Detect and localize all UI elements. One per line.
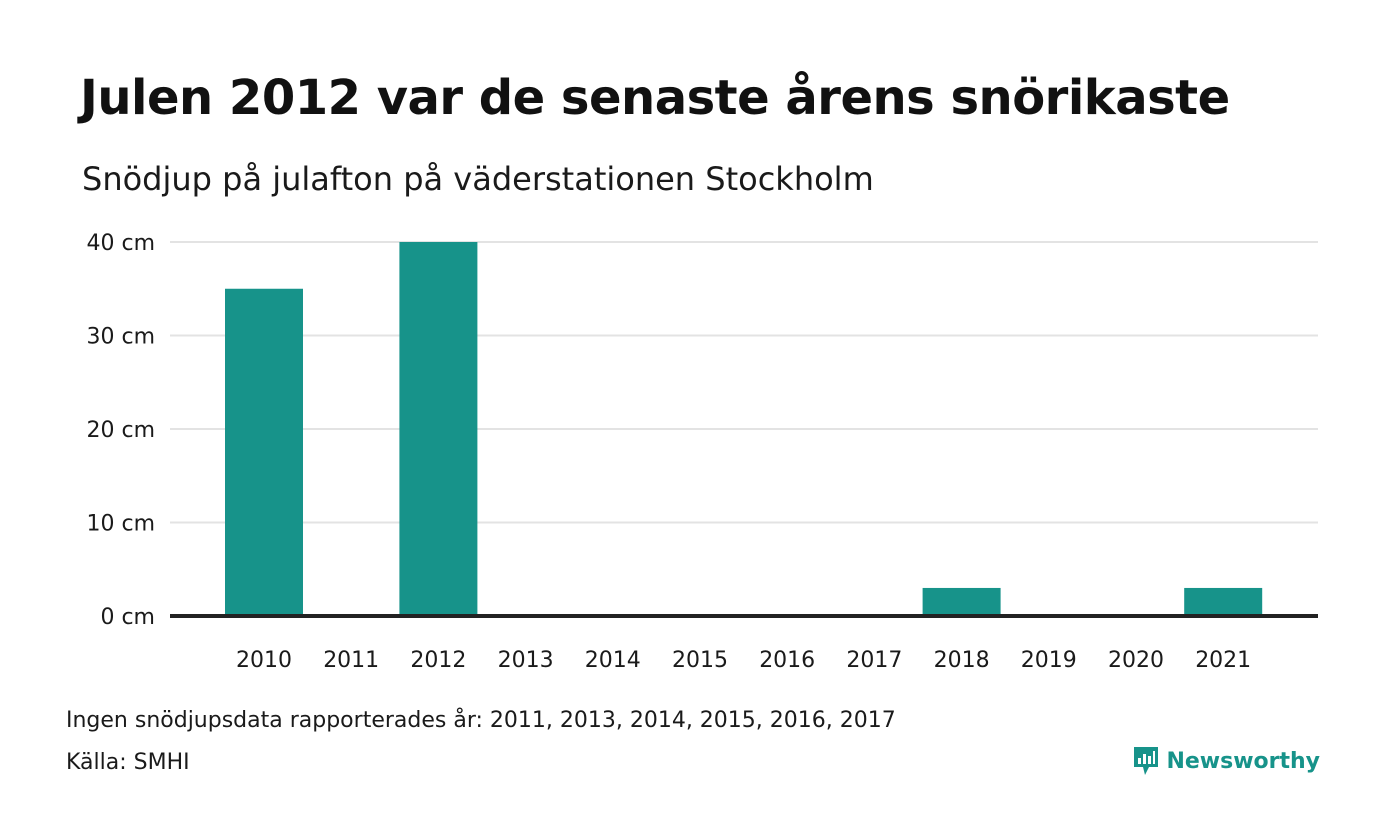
y-tick-label: 10 cm (86, 512, 155, 537)
newsworthy-logo-icon (1134, 747, 1159, 775)
x-tick-label: 2013 (498, 648, 554, 673)
y-tick-label: 40 cm (86, 231, 155, 256)
x-tick-label: 2014 (585, 648, 641, 673)
bar (922, 587, 1001, 616)
brand-name: Newsworthy (1166, 748, 1320, 774)
y-tick-label: 20 cm (86, 418, 155, 443)
chart-subtitle: Snödjup på julafton på väderstationen St… (82, 160, 874, 198)
brand-logo: Newsworthy (1132, 745, 1320, 777)
x-tick-label: 2018 (934, 648, 990, 673)
chart-title: Julen 2012 var de senaste årens snörikas… (80, 70, 1230, 126)
y-tick-label: 30 cm (86, 325, 155, 350)
x-tick-label: 2011 (323, 648, 379, 673)
bar-chart: 0 cm 10 cm 20 cm 30 cm 40 cm 2010 2011 2012 2013… (86, 231, 1318, 673)
bar (399, 242, 478, 616)
x-tick-label: 2019 (1021, 648, 1077, 673)
x-tick-label: 2020 (1108, 648, 1164, 673)
x-tick-label: 2015 (672, 648, 728, 673)
x-tick-label: 2016 (759, 648, 815, 673)
source-note: Källa: SMHI (66, 750, 190, 775)
missing-data-note: Ingen snödjupsdata rapporterades år: 201… (66, 708, 896, 733)
x-tick-label: 2010 (236, 648, 292, 673)
bar (225, 288, 303, 616)
x-tick-label: 2021 (1195, 648, 1251, 673)
y-tick-label: 0 cm (100, 605, 155, 630)
x-tick-label: 2012 (410, 648, 466, 673)
bar (1184, 587, 1263, 616)
x-tick-label: 2017 (846, 648, 902, 673)
